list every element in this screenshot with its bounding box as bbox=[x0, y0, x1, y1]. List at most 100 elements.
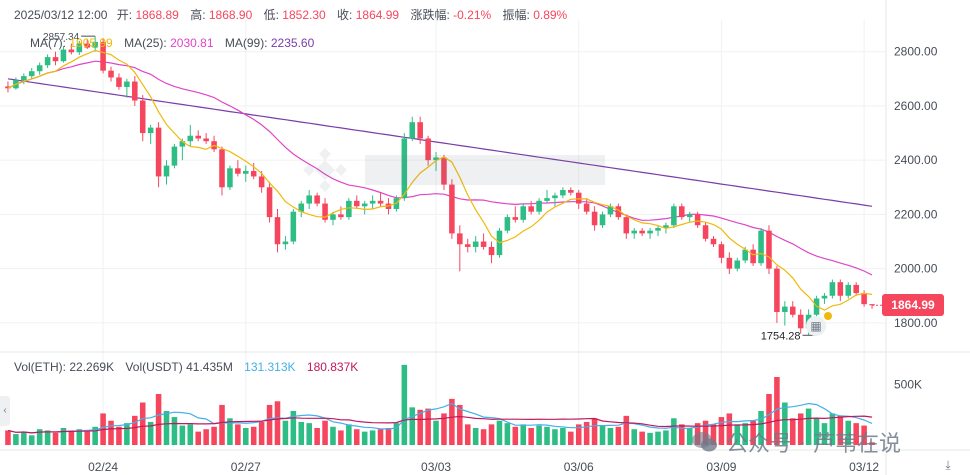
volume-bar bbox=[155, 394, 162, 445]
volume-bar bbox=[639, 431, 645, 445]
ma25-label: MA(25): bbox=[124, 36, 167, 50]
candle-body bbox=[425, 138, 431, 161]
candle-body bbox=[647, 230, 653, 234]
candle-body bbox=[195, 135, 201, 139]
candle-body bbox=[250, 171, 257, 177]
volume-bar bbox=[758, 411, 764, 445]
amplitude-value: 0.89% bbox=[533, 8, 568, 22]
volume-bar bbox=[258, 421, 265, 445]
layers-icon: ▦ bbox=[810, 319, 822, 333]
candle-body bbox=[306, 195, 312, 204]
volume-bar bbox=[330, 426, 336, 445]
candle-body bbox=[132, 81, 138, 101]
candle-body bbox=[774, 268, 780, 313]
candle-body bbox=[782, 306, 788, 313]
candle-body bbox=[44, 57, 51, 66]
scroll-left-button[interactable]: ‹ bbox=[0, 396, 10, 426]
volume-bar bbox=[139, 402, 146, 445]
candle-body bbox=[623, 217, 630, 234]
volume-ma2-line bbox=[7, 415, 873, 434]
volume-bar bbox=[116, 426, 122, 445]
candle-body bbox=[671, 206, 677, 226]
volume-bar bbox=[710, 424, 717, 445]
volume-bar bbox=[84, 431, 91, 445]
volume-bar bbox=[583, 421, 590, 445]
layers-button[interactable]: ▦ bbox=[806, 312, 832, 336]
volume-bar bbox=[782, 402, 788, 445]
chevron-left-icon: ‹ bbox=[3, 405, 7, 416]
change-label: 涨跌幅: bbox=[410, 8, 450, 22]
volume-bar bbox=[250, 426, 257, 445]
volume-bar bbox=[243, 428, 249, 445]
candle-body bbox=[5, 86, 11, 89]
volume-bar bbox=[663, 430, 669, 445]
time-tick-label: 03/06 bbox=[564, 460, 594, 474]
candle-body bbox=[853, 284, 859, 294]
volume-bar bbox=[179, 425, 186, 445]
volume-bar bbox=[433, 420, 439, 445]
candle-body bbox=[60, 49, 67, 62]
candle-body bbox=[480, 241, 487, 247]
candle-body bbox=[552, 195, 558, 199]
candle-body bbox=[338, 214, 344, 218]
volume-bar bbox=[92, 426, 98, 445]
candle-body bbox=[155, 127, 162, 177]
volume-bar bbox=[488, 424, 495, 445]
price-tick-label: 2400.00 bbox=[894, 153, 938, 167]
volume-bar bbox=[591, 418, 598, 445]
volume-bar bbox=[13, 434, 19, 445]
candle-body bbox=[789, 306, 796, 315]
volume-bar bbox=[132, 415, 138, 445]
volume-bar bbox=[449, 398, 455, 445]
volume-bar bbox=[227, 418, 233, 445]
volume-bar bbox=[821, 423, 828, 445]
download-button[interactable]: ⤓ bbox=[940, 458, 956, 474]
vol-eth-label: Vol(ETH): bbox=[14, 360, 67, 374]
volume-bar bbox=[425, 408, 431, 445]
volume-bar bbox=[655, 431, 661, 445]
candle-body bbox=[686, 214, 693, 218]
candle-body bbox=[560, 190, 566, 196]
volume-bar bbox=[195, 431, 201, 445]
ma99-label: MA(99): bbox=[224, 36, 268, 50]
candle-body bbox=[369, 200, 376, 204]
candle-body bbox=[171, 146, 178, 166]
candle-body bbox=[290, 211, 297, 242]
volume-bar bbox=[353, 429, 360, 445]
vol-ma1-value: 131.313K bbox=[244, 360, 296, 374]
volume-bar bbox=[512, 426, 519, 445]
volume-bar bbox=[568, 431, 574, 445]
vol-usdt-value: 41.435M bbox=[186, 360, 233, 374]
candle-body bbox=[266, 187, 273, 218]
axis-labels-layer: 1800.00 2000.00 2200.00 2400.00 2600.00 2800.… bbox=[88, 45, 938, 474]
volume-bar bbox=[631, 429, 637, 445]
vol-ma2-value: 180.837K bbox=[306, 360, 359, 374]
volume-bar bbox=[28, 435, 35, 445]
volume-bar bbox=[76, 429, 83, 445]
candle-body bbox=[163, 165, 170, 177]
candle-body bbox=[361, 203, 368, 207]
low-label: 低: bbox=[263, 8, 279, 22]
current-price-badge: 1864.99 bbox=[882, 294, 944, 317]
volume-bar bbox=[472, 428, 479, 445]
change-value: -0.21% bbox=[453, 8, 492, 22]
volume-bar bbox=[853, 423, 859, 445]
candle-body bbox=[346, 200, 352, 218]
candle-body bbox=[679, 206, 685, 218]
volume-bar bbox=[536, 425, 542, 445]
high-label: 高: bbox=[190, 8, 206, 22]
volume-bar bbox=[21, 431, 27, 445]
volume-bar bbox=[314, 428, 320, 445]
volume-bar bbox=[797, 413, 804, 445]
candle-body bbox=[92, 41, 98, 48]
candle-body bbox=[758, 230, 764, 264]
candle-body bbox=[108, 70, 114, 78]
volume-bar bbox=[52, 432, 59, 445]
candle-body bbox=[179, 141, 186, 147]
candle-body bbox=[520, 206, 527, 220]
volume-bar bbox=[544, 426, 550, 445]
high-value: 1868.90 bbox=[208, 8, 253, 22]
ma25-line bbox=[7, 60, 873, 276]
